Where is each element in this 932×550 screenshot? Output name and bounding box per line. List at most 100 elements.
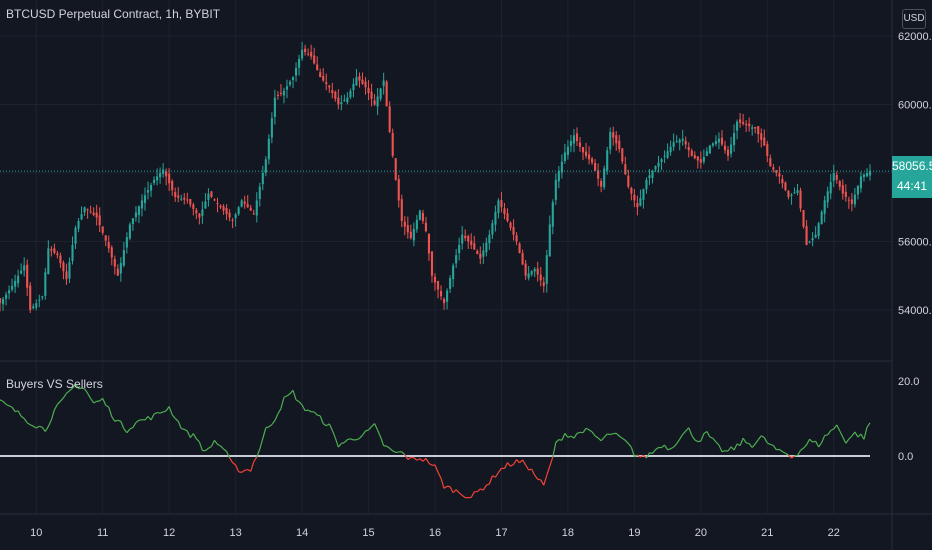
candle-body bbox=[192, 204, 195, 209]
indicator-segment bbox=[552, 442, 557, 458]
candle-body bbox=[751, 127, 754, 129]
candle-body bbox=[597, 170, 600, 179]
candle-body bbox=[829, 182, 832, 194]
indicator-segment bbox=[757, 435, 762, 441]
candle-body bbox=[720, 137, 724, 145]
indicator-segment bbox=[470, 491, 475, 498]
indicator-segment bbox=[156, 411, 161, 414]
indicator-segment bbox=[126, 428, 131, 434]
indicator-segment bbox=[842, 436, 847, 444]
indicator-segment bbox=[770, 443, 774, 447]
candle-body bbox=[131, 218, 134, 225]
candle-body bbox=[107, 242, 110, 249]
candle-body bbox=[672, 142, 675, 147]
indicator-segment bbox=[800, 447, 804, 451]
indicator-segment bbox=[455, 489, 460, 494]
candle-body bbox=[862, 174, 866, 178]
candle-body bbox=[639, 198, 642, 206]
indicator-segment bbox=[313, 411, 318, 416]
price-tick-label: 60000.0 bbox=[898, 100, 932, 112]
candle-body bbox=[796, 190, 799, 193]
candle-body bbox=[436, 280, 440, 290]
indicator-segment bbox=[8, 405, 13, 408]
candle-body bbox=[394, 158, 397, 180]
indicator-title[interactable]: Buyers VS Sellers bbox=[6, 377, 103, 391]
candle-body bbox=[183, 197, 186, 200]
indicator-segment bbox=[69, 387, 73, 392]
indicator-segment bbox=[407, 456, 412, 460]
time-axis-labels: 10 11 12 13 14 15 16 17 18 19 20 21 22 bbox=[30, 527, 840, 539]
candle-body bbox=[207, 193, 210, 201]
candle-body bbox=[723, 145, 727, 151]
indicator-segment bbox=[688, 427, 693, 436]
indicator-segment bbox=[476, 488, 481, 493]
candle-body bbox=[17, 275, 20, 284]
candle-body bbox=[276, 94, 279, 96]
indicator-segment bbox=[105, 404, 110, 408]
candle-body bbox=[273, 97, 276, 117]
candle-body bbox=[766, 144, 769, 156]
candle-body bbox=[455, 255, 458, 264]
indicator-segment bbox=[75, 383, 80, 389]
candle-body bbox=[473, 243, 476, 250]
indicator-segment bbox=[319, 415, 324, 424]
candle-body bbox=[660, 159, 663, 163]
candle-body bbox=[258, 186, 261, 199]
candle-body bbox=[503, 208, 506, 215]
indicator-segment bbox=[718, 444, 723, 452]
indicator-segment bbox=[347, 438, 351, 441]
candle-body bbox=[349, 90, 352, 98]
candle-body bbox=[832, 173, 835, 181]
indicator-segment bbox=[833, 424, 838, 430]
indicator-segment bbox=[286, 393, 291, 397]
candle-body bbox=[153, 179, 156, 183]
candle-body bbox=[778, 173, 781, 177]
candle-body bbox=[690, 150, 693, 156]
candle-body bbox=[294, 67, 298, 76]
indicator-segment bbox=[41, 426, 46, 432]
candle-body bbox=[675, 141, 678, 143]
indicator-segment bbox=[540, 479, 545, 486]
indicator-segment bbox=[50, 409, 55, 421]
indicator-segment bbox=[262, 427, 267, 439]
candle-body bbox=[736, 121, 739, 131]
currency-label[interactable]: USD bbox=[902, 9, 926, 29]
indicator-segment bbox=[848, 435, 853, 440]
candle-body bbox=[98, 215, 101, 226]
candle-body bbox=[301, 49, 304, 59]
indicator-segment bbox=[419, 458, 424, 462]
candle-body bbox=[817, 223, 820, 237]
candle-body bbox=[470, 240, 473, 245]
indicator-segment bbox=[120, 421, 125, 429]
candle-body bbox=[464, 235, 467, 239]
candle-body bbox=[648, 175, 651, 179]
indicator-segment bbox=[827, 430, 832, 436]
indicator-segment bbox=[220, 445, 224, 450]
candle-body bbox=[850, 199, 853, 204]
candle-body bbox=[820, 211, 823, 225]
indicator-segment bbox=[507, 462, 511, 467]
candle-body bbox=[298, 58, 301, 68]
indicator-segment bbox=[854, 431, 859, 438]
candle-body bbox=[687, 147, 690, 151]
indicator-segment bbox=[712, 437, 717, 443]
candle-body bbox=[497, 200, 500, 213]
time-tick-label: 16 bbox=[429, 527, 441, 539]
candle-body bbox=[663, 155, 666, 157]
indicator-segment bbox=[102, 398, 107, 406]
indicator-segment bbox=[341, 441, 345, 445]
candle-body bbox=[355, 77, 358, 86]
indicator-segment bbox=[295, 399, 300, 403]
indicator-segment bbox=[440, 478, 445, 489]
candle-body bbox=[575, 133, 579, 142]
candle-body bbox=[808, 241, 811, 243]
indicator-segment bbox=[93, 400, 97, 404]
indicator-segment bbox=[168, 406, 173, 415]
candle-body bbox=[708, 145, 711, 154]
candle-body bbox=[267, 138, 270, 160]
candle-body bbox=[524, 263, 527, 276]
candle-body bbox=[195, 210, 198, 214]
time-tick-label: 20 bbox=[695, 527, 707, 539]
candle-body bbox=[527, 273, 530, 278]
